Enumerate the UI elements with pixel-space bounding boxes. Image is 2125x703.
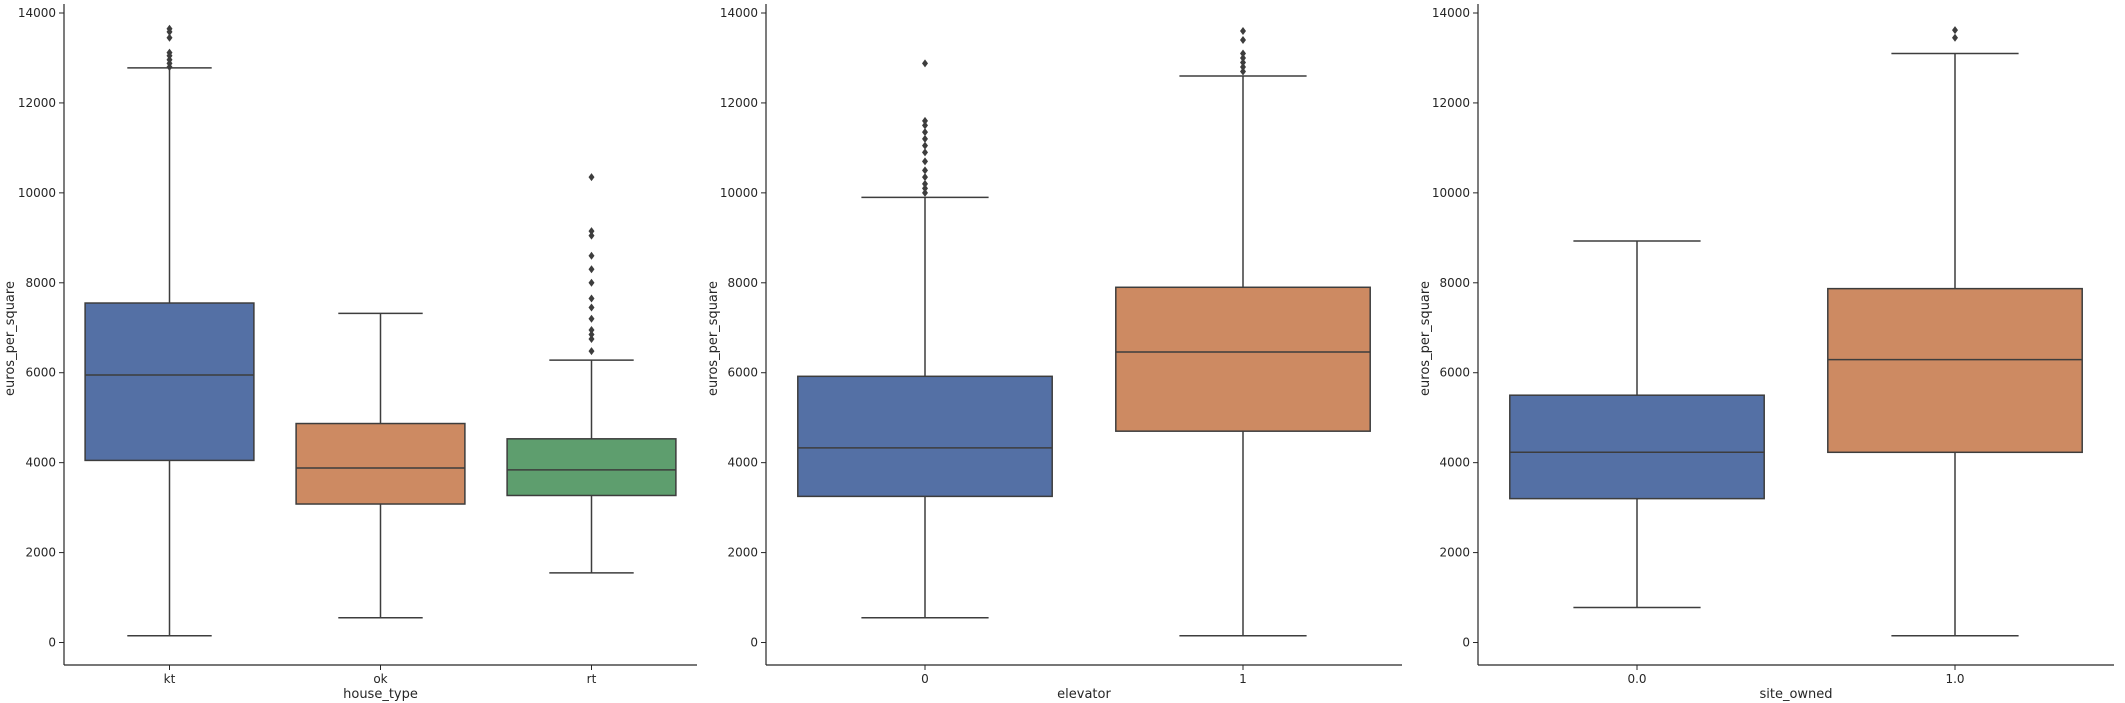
chart-panel-house_type: 0 2000 4000 6000 8000 10000 12000 14000 euros_pe… xyxy=(3,4,697,702)
outlier-point xyxy=(1240,35,1246,44)
outlier-point xyxy=(166,33,173,42)
y-tick-label: 2000 xyxy=(1439,546,1470,560)
iqr-box xyxy=(797,375,1053,498)
outlier-point xyxy=(922,141,928,150)
outlier-point xyxy=(588,330,595,339)
outlier-point xyxy=(1240,58,1246,67)
y-tick-label: 10000 xyxy=(18,186,56,200)
outlier-point xyxy=(1240,67,1246,76)
y-tick-label: 14000 xyxy=(18,6,56,20)
x-tick-label: ok xyxy=(373,672,387,686)
box-0 xyxy=(797,59,1053,619)
y-tick-label: 0 xyxy=(48,636,56,650)
outlier-point xyxy=(922,148,928,157)
y-tick-label: 6000 xyxy=(1439,366,1470,380)
outlier-point xyxy=(588,347,595,356)
y-tick-label: 12000 xyxy=(18,96,56,110)
outlier-point xyxy=(922,184,928,193)
x-tick-label: 1 xyxy=(1239,672,1247,686)
y-tick-label: 14000 xyxy=(1432,6,1470,20)
outlier-point xyxy=(1240,49,1246,58)
iqr-box xyxy=(295,422,466,505)
box-1.0 xyxy=(1827,26,2083,637)
iqr-box xyxy=(1509,394,1765,500)
y-tick-label: 2000 xyxy=(727,546,758,560)
outlier-point xyxy=(922,173,928,182)
y-axis-label: euros_per_square xyxy=(1418,281,1433,396)
x-tick-label: kt xyxy=(164,672,176,686)
outlier-point xyxy=(922,188,928,197)
y-axis-label: euros_per_square xyxy=(706,281,721,396)
iqr-box xyxy=(506,438,677,497)
y-tick-label: 8000 xyxy=(727,276,758,290)
y-tick-label: 10000 xyxy=(1432,186,1470,200)
outlier-point xyxy=(588,314,595,323)
outlier-point xyxy=(166,24,173,33)
chart-panel-site_owned: 0 2000 4000 6000 8000 10000 12000 14000 euros_pe… xyxy=(1418,4,2114,702)
x-tick-label: 1.0 xyxy=(1945,672,1964,686)
y-tick-label: 4000 xyxy=(1439,456,1470,470)
y-tick-label: 0 xyxy=(750,636,758,650)
y-tick-label: 12000 xyxy=(720,96,758,110)
chart-panel-elevator: 0 2000 4000 6000 8000 10000 12000 14000 euros_pe… xyxy=(706,4,1402,702)
x-axis-label: house_type xyxy=(343,687,418,702)
outlier-point xyxy=(588,265,595,274)
outlier-point xyxy=(588,303,595,312)
y-tick-label: 6000 xyxy=(25,366,56,380)
outlier-point xyxy=(922,121,928,130)
x-axis-label: elevator xyxy=(1057,687,1111,702)
outlier-point xyxy=(922,128,928,137)
iqr-box xyxy=(1827,287,2083,454)
outlier-point xyxy=(588,326,595,335)
box-0.0 xyxy=(1509,240,1765,609)
iqr-box xyxy=(1115,286,1371,432)
outlier-point xyxy=(588,334,595,343)
outlier-point xyxy=(922,157,928,166)
outlier-point xyxy=(588,294,595,303)
y-tick-label: 4000 xyxy=(727,456,758,470)
outlier-point xyxy=(588,173,595,182)
outlier-point xyxy=(588,278,595,287)
outlier-point xyxy=(588,231,595,240)
outlier-point xyxy=(166,48,173,57)
box-1 xyxy=(1115,26,1371,637)
y-tick-label: 12000 xyxy=(1432,96,1470,110)
y-tick-label: 0 xyxy=(1462,636,1470,650)
outlier-point xyxy=(922,116,928,125)
outlier-point xyxy=(1240,26,1246,35)
y-tick-label: 14000 xyxy=(720,6,758,20)
y-tick-label: 8000 xyxy=(25,276,56,290)
y-tick-label: 2000 xyxy=(25,546,56,560)
y-tick-label: 6000 xyxy=(727,366,758,380)
outlier-point xyxy=(922,166,928,175)
y-tick-label: 8000 xyxy=(1439,276,1470,290)
y-axis-label: euros_per_square xyxy=(3,281,18,396)
outlier-point xyxy=(922,134,928,143)
x-tick-label: 0 xyxy=(921,672,929,686)
iqr-box xyxy=(84,302,255,462)
x-tick-label: 0.0 xyxy=(1627,672,1646,686)
outlier-point xyxy=(588,251,595,260)
outlier-point xyxy=(166,55,173,64)
outlier-point xyxy=(588,227,595,236)
y-tick-label: 4000 xyxy=(25,456,56,470)
outlier-point xyxy=(1952,33,1958,42)
outlier-point xyxy=(1240,53,1246,62)
y-tick-label: 10000 xyxy=(720,186,758,200)
outlier-point xyxy=(1952,26,1958,35)
box-kt xyxy=(84,24,255,637)
outlier-point xyxy=(922,179,928,188)
x-tick-label: rt xyxy=(587,672,597,686)
box-rt xyxy=(506,173,677,574)
x-axis-label: site_owned xyxy=(1759,687,1832,702)
box-ok xyxy=(295,312,466,619)
outlier-point xyxy=(1240,62,1246,71)
outlier-point xyxy=(922,59,928,68)
